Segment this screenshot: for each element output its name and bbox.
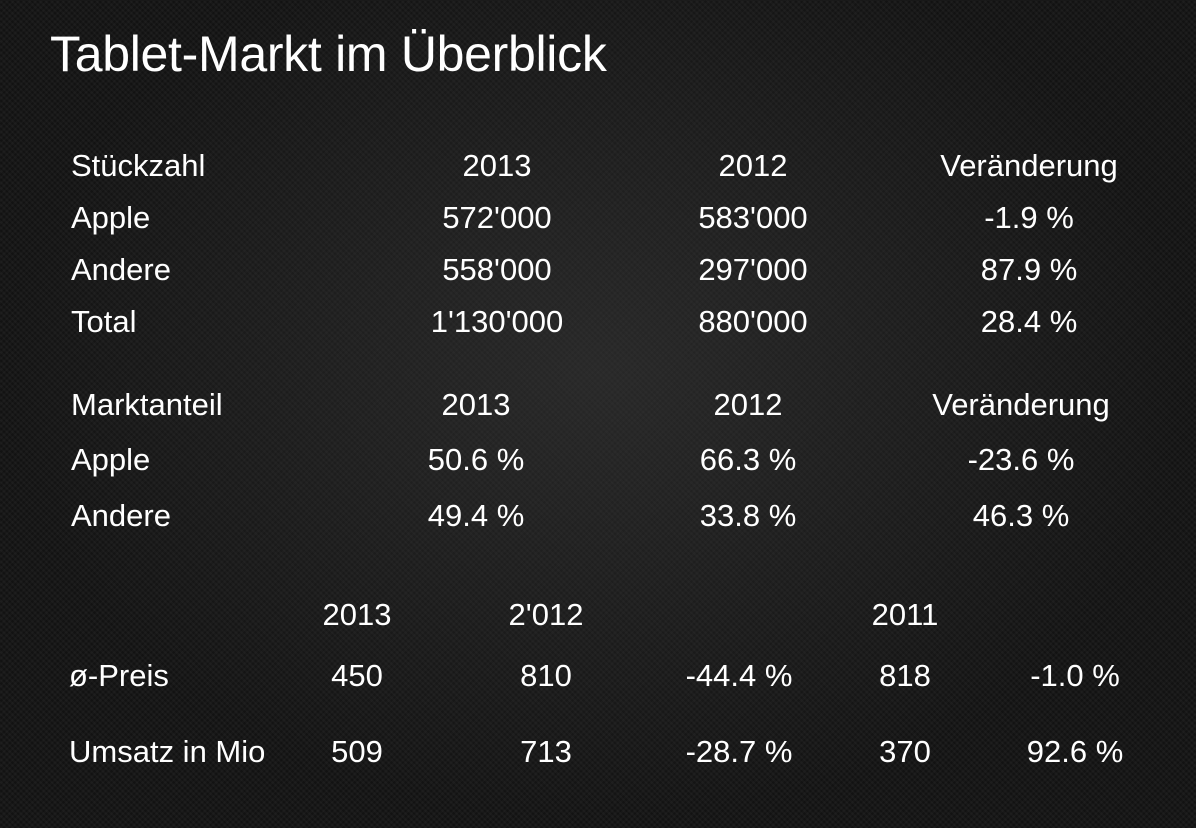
price-row-2012: 810	[520, 658, 572, 693]
units-row-apple-2013: 572'000	[442, 200, 552, 235]
share-header-label: Marktanteil	[71, 387, 223, 422]
revenue-row-change-2013: -28.7 %	[685, 734, 793, 769]
share-row-apple-2013: 50.6 %	[427, 442, 525, 477]
price-row-change-2012: -1.0 %	[1030, 658, 1120, 693]
revenue-row-2013: 509	[331, 734, 383, 769]
price-header-2012: 2'012	[508, 597, 584, 632]
share-row-apple-change: -23.6 %	[967, 442, 1075, 477]
share-header-2013: 2013	[441, 387, 511, 422]
share-row-andere-change: 46.3 %	[972, 498, 1070, 533]
share-row-andere-2013: 49.4 %	[427, 498, 525, 533]
units-row-apple-2012: 583'000	[698, 200, 808, 235]
units-row-apple-label: Apple	[71, 200, 151, 235]
units-header-label: Stückzahl	[71, 148, 206, 183]
units-row-andere-2013: 558'000	[442, 252, 552, 287]
revenue-row-2012: 713	[520, 734, 572, 769]
units-header-change: Veränderung	[940, 148, 1118, 183]
revenue-row-2011: 370	[879, 734, 931, 769]
price-header-2011: 2011	[871, 597, 939, 632]
price-row-label: ø-Preis	[69, 658, 169, 693]
price-row-2013: 450	[331, 658, 383, 693]
units-row-total-label: Total	[71, 304, 137, 339]
units-header-2012: 2012	[718, 148, 788, 183]
share-header-change: Veränderung	[932, 387, 1110, 422]
units-row-total-2013: 1'130'000	[430, 304, 564, 339]
share-row-andere-2012: 33.8 %	[699, 498, 797, 533]
units-row-andere-2012: 297'000	[698, 252, 808, 287]
revenue-row-change-2012: 92.6 %	[1026, 734, 1124, 769]
units-header-2013: 2013	[462, 148, 532, 183]
units-row-apple-change: -1.9 %	[984, 200, 1074, 235]
units-row-total-2012: 880'000	[698, 304, 808, 339]
share-row-andere-label: Andere	[71, 498, 171, 533]
page-title: Tablet-Markt im Überblick	[50, 26, 607, 82]
units-row-andere-label: Andere	[71, 252, 171, 287]
share-row-apple-2012: 66.3 %	[699, 442, 797, 477]
share-row-apple-label: Apple	[71, 442, 151, 477]
units-row-total-change: 28.4 %	[980, 304, 1078, 339]
revenue-row-label: Umsatz in Mio	[69, 734, 266, 769]
price-row-change-2013: -44.4 %	[685, 658, 793, 693]
units-row-andere-change: 87.9 %	[980, 252, 1078, 287]
share-header-2012: 2012	[713, 387, 783, 422]
price-row-2011: 818	[879, 658, 931, 693]
price-header-2013: 2013	[322, 597, 392, 632]
